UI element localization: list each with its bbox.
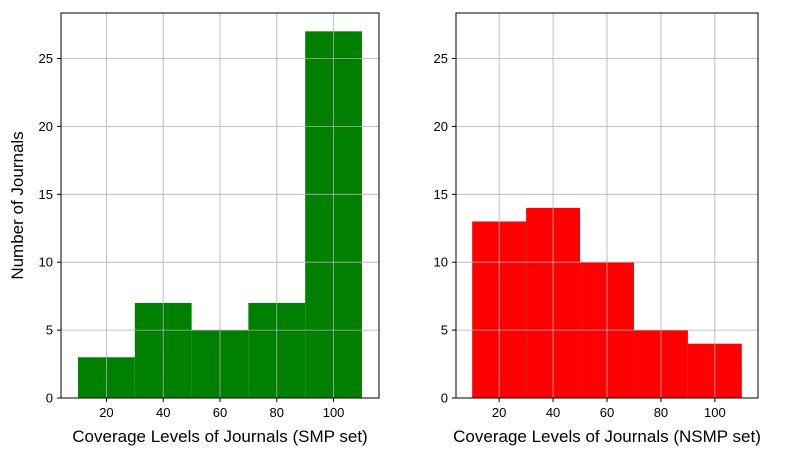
- y-tick-label-4: 20: [39, 119, 53, 134]
- x-tick-label-4: 100: [323, 405, 345, 420]
- x-tick-label-0: 20: [99, 405, 113, 420]
- y-tick-label-1: 5: [46, 323, 53, 338]
- x-tick-label-2: 60: [600, 405, 614, 420]
- x-tick-label-3: 80: [270, 405, 284, 420]
- y-tick-label-3: 15: [434, 187, 448, 202]
- x-tick-label-3: 80: [654, 405, 668, 420]
- x-tick-label-2: 60: [213, 405, 227, 420]
- y-tick-label-5: 25: [39, 51, 53, 66]
- x-tick-label-1: 40: [156, 405, 170, 420]
- y-tick-label-0: 0: [46, 391, 53, 406]
- y-axis-label: Number of Journals: [8, 131, 27, 279]
- x-tick-label-0: 20: [492, 405, 506, 420]
- y-tick-label-4: 20: [434, 119, 448, 134]
- histogram-nsmp: 20 40 60 80 100 0 5 10 15 20 25 Coverage Levels of …: [434, 12, 761, 446]
- x-axis-label: Coverage Levels of Journals (SMP set): [72, 427, 367, 446]
- x-axis-label: Coverage Levels of Journals (NSMP set): [453, 427, 761, 446]
- y-tick-label-0: 0: [441, 391, 448, 406]
- y-tick-label-2: 10: [39, 255, 53, 270]
- y-tick-label-2: 10: [434, 255, 448, 270]
- y-tick-label-5: 25: [434, 51, 448, 66]
- x-tick-label-4: 100: [704, 405, 726, 420]
- x-tick-label-1: 40: [546, 405, 560, 420]
- y-tick-label-1: 5: [441, 323, 448, 338]
- y-tick-label-3: 15: [39, 187, 53, 202]
- histogram-smp: 20 40 60 80 100 0 5 10 15 20 25 Coverage Levels of …: [8, 12, 380, 446]
